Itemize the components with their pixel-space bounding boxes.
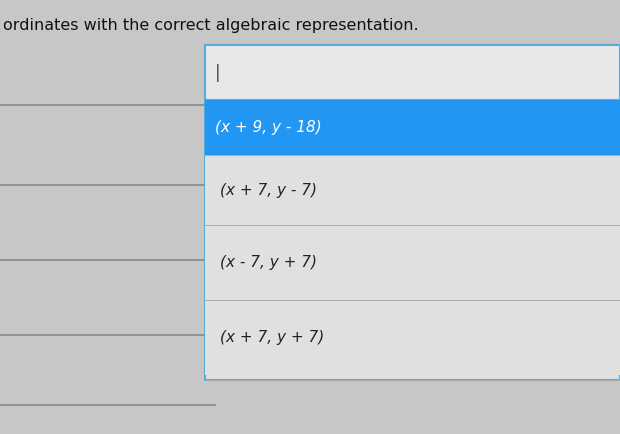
- Bar: [205, 45, 620, 100]
- Bar: [205, 155, 620, 225]
- Text: ordinates with the correct algebraic representation.: ordinates with the correct algebraic rep…: [3, 18, 419, 33]
- Text: |: |: [215, 63, 221, 82]
- Bar: [205, 225, 620, 300]
- Text: (x + 7, y + 7): (x + 7, y + 7): [220, 330, 324, 345]
- Text: (x + 9, y - 18): (x + 9, y - 18): [215, 120, 322, 135]
- Text: (x + 7, y - 7): (x + 7, y - 7): [220, 183, 317, 197]
- Text: (x - 7, y + 7): (x - 7, y + 7): [220, 255, 317, 270]
- Bar: [205, 100, 620, 155]
- Bar: [205, 300, 620, 375]
- Bar: [205, 45, 620, 380]
